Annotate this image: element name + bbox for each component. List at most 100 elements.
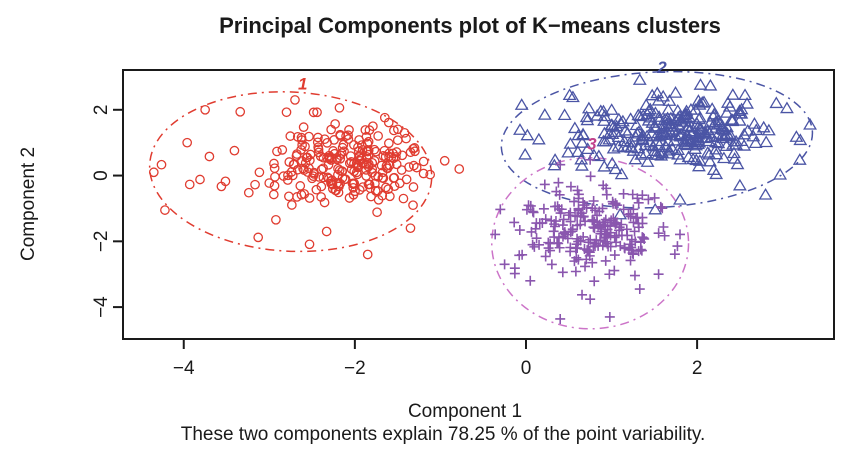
data-point-triangle — [597, 109, 612, 122]
data-point-plus — [563, 210, 574, 221]
data-point-circle — [286, 200, 297, 210]
data-point-triangle — [725, 88, 740, 100]
data-point-triangle — [673, 192, 687, 205]
data-point-plus — [587, 214, 598, 225]
cluster-label-1: 1 — [298, 75, 307, 94]
data-point-triangle — [727, 151, 742, 164]
data-point-circle — [367, 167, 377, 178]
data-point-triangle — [661, 102, 676, 115]
data-point-circle — [408, 182, 419, 192]
data-point-plus — [562, 233, 573, 244]
data-point-circle — [384, 138, 394, 149]
data-point-circle — [253, 232, 264, 243]
data-point-triangle — [693, 126, 708, 139]
data-point-circle — [404, 162, 414, 172]
data-point-plus — [588, 196, 599, 207]
data-point-plus — [609, 250, 620, 261]
data-point-plus — [658, 222, 669, 233]
data-point-triangle — [727, 146, 741, 159]
data-point-circle — [365, 183, 376, 194]
data-point-circle — [410, 146, 420, 157]
data-point-triangle — [614, 167, 629, 180]
data-point-circle — [269, 158, 279, 169]
data-point-plus — [557, 267, 568, 278]
data-point-circle — [339, 174, 350, 185]
x-tick-label: 2 — [692, 358, 703, 379]
data-point-circle — [361, 171, 372, 181]
data-point-triangle — [575, 136, 590, 148]
data-point-triangle — [673, 152, 688, 165]
data-point-triangle — [769, 96, 784, 109]
data-point-plus — [546, 259, 557, 270]
data-point-circle — [362, 249, 373, 260]
data-point-plus — [540, 251, 551, 262]
data-point-circle — [418, 156, 429, 167]
plot-title: Principal Components plot of K−means clu… — [219, 13, 721, 38]
cluster-labels-layer: 1 2 3 — [298, 58, 667, 154]
data-point-triangle — [531, 132, 546, 145]
data-point-plus — [589, 238, 600, 249]
data-point-triangle — [605, 156, 620, 169]
data-point-circle — [282, 175, 293, 185]
data-point-circle — [384, 160, 395, 171]
data-point-plus — [618, 204, 629, 215]
data-point-triangle — [602, 132, 617, 145]
data-point-triangle — [773, 167, 788, 180]
y-axis-title: Component 2 — [18, 147, 39, 261]
data-point-triangle — [688, 103, 703, 115]
data-point-circle — [392, 124, 403, 135]
data-point-triangle — [597, 159, 612, 172]
data-point-plus — [619, 243, 630, 254]
data-point-circle — [343, 134, 354, 144]
data-point-plus — [653, 269, 664, 280]
data-point-plus — [526, 226, 537, 237]
data-point-circle — [313, 144, 324, 155]
data-point-circle — [307, 173, 317, 184]
data-point-plus — [632, 212, 643, 223]
data-point-circle — [335, 150, 346, 161]
data-point-circle — [358, 158, 368, 169]
data-point-plus — [589, 223, 600, 234]
data-point-triangle — [692, 97, 707, 110]
data-point-triangle — [720, 120, 734, 133]
data-point-plus — [635, 237, 646, 248]
y-tick-label: −4 — [91, 296, 112, 318]
data-point-circle — [319, 197, 330, 208]
data-point-plus — [546, 215, 557, 226]
data-point-circle — [304, 131, 314, 142]
data-point-plus — [584, 247, 595, 258]
data-point-circle — [338, 139, 349, 150]
data-point-triangle — [548, 153, 563, 165]
data-point-plus — [554, 189, 565, 200]
data-point-circle — [330, 119, 340, 129]
data-point-circle — [314, 172, 324, 182]
data-point-circle — [392, 135, 403, 146]
data-point-triangle — [605, 127, 620, 139]
y-tick-label: 0 — [91, 170, 112, 181]
data-point-triangle — [656, 89, 671, 102]
data-point-plus — [580, 261, 591, 272]
data-point-triangle — [632, 73, 647, 85]
data-point-plus — [514, 225, 525, 236]
plot-box — [122, 69, 835, 340]
data-point-circle — [337, 172, 348, 183]
data-point-circle — [292, 192, 302, 202]
data-point-plus — [674, 229, 685, 240]
data-point-plus — [599, 229, 610, 240]
data-point-plus — [565, 216, 576, 227]
data-point-circle — [235, 106, 246, 117]
data-point-triangle — [793, 133, 808, 146]
data-point-plus — [567, 226, 578, 237]
data-point-triangle — [557, 108, 572, 120]
data-point-circle — [264, 178, 275, 188]
data-point-triangle — [579, 110, 594, 123]
data-point-circle — [352, 169, 363, 180]
data-point-plus — [610, 198, 621, 209]
x-axis-title: Component 1 — [408, 401, 522, 422]
data-point-plus — [529, 241, 540, 252]
data-point-circle — [269, 180, 280, 191]
data-point-triangle — [611, 112, 626, 125]
data-point-plus — [618, 188, 629, 199]
data-point-circle — [348, 179, 359, 190]
